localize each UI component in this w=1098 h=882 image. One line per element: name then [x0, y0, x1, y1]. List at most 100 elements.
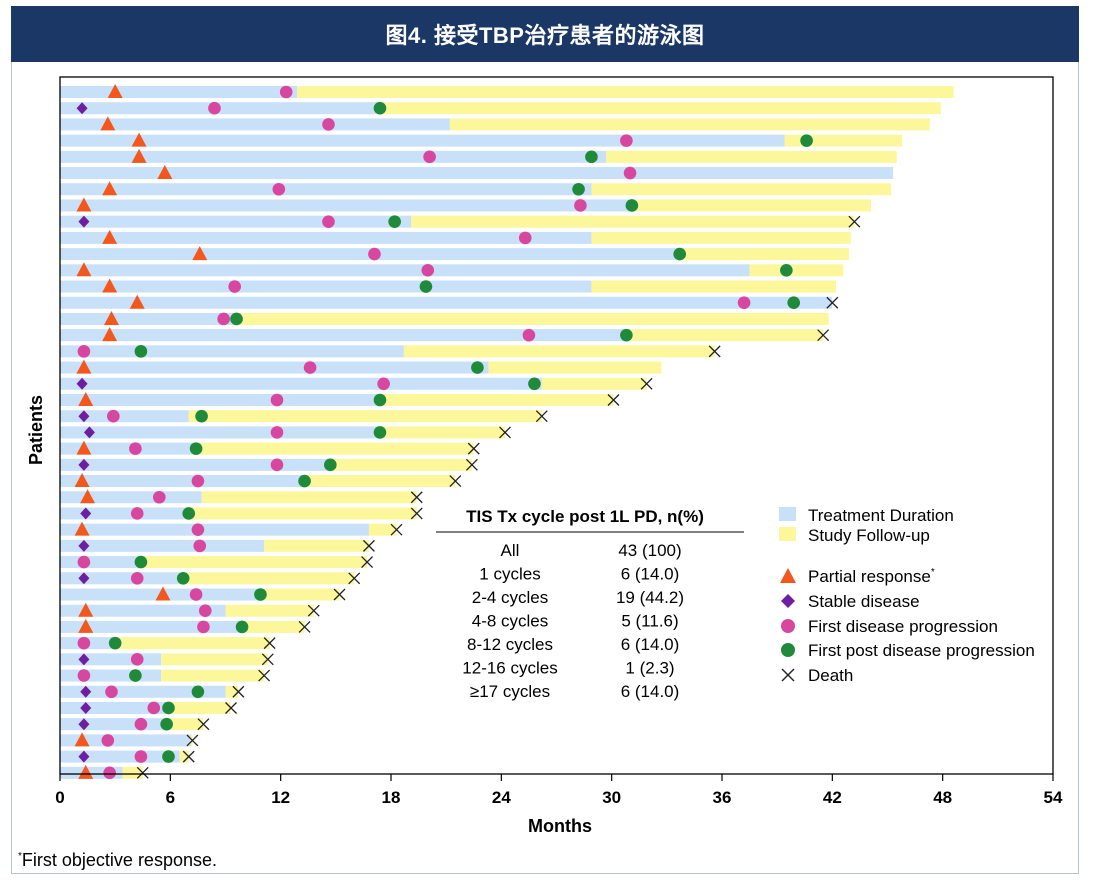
partial-response-marker-15	[103, 310, 119, 325]
markers-layer	[74, 84, 861, 780]
treatment-bar-3	[60, 118, 450, 131]
first-progression-marker-2	[208, 101, 221, 115]
x-tick-label-30: 30	[602, 788, 621, 807]
death-marker-41	[186, 734, 199, 747]
legend-death-icon	[781, 668, 795, 682]
death-marker-37	[258, 669, 271, 682]
death-marker-43	[136, 766, 149, 779]
death-marker-27	[410, 507, 423, 520]
death-marker-36	[261, 653, 274, 666]
stable-disease-marker-31	[78, 572, 90, 585]
table-row-value-6: 1 (2.3)	[625, 659, 674, 678]
table-row-label-4: 4-8 cycles	[472, 612, 549, 631]
partial-response-marker-32	[155, 586, 171, 601]
first-progression-marker-41	[101, 734, 115, 747]
treatment-bar-40	[60, 718, 171, 731]
followup-bar-16	[626, 329, 824, 342]
post-progression-marker-42	[162, 750, 175, 763]
followup-bar-18	[488, 361, 662, 374]
x-tick-label-36: 36	[713, 788, 732, 807]
table-row-label-1: All	[501, 541, 520, 560]
partial-response-marker-7	[102, 181, 118, 196]
table-row-value-3: 19 (44.2)	[616, 588, 684, 607]
footnote-text: First objective response.	[21, 850, 217, 870]
first-progression-marker-8	[574, 199, 587, 212]
first-progression-marker-29	[193, 539, 207, 553]
stable-disease-marker-36	[78, 653, 90, 666]
partial-response-marker-8	[76, 197, 92, 212]
partial-response-marker-3	[100, 116, 116, 131]
treatment-bar-1	[60, 86, 298, 98]
death-marker-19	[640, 377, 653, 390]
x-tick-label-42: 42	[823, 788, 842, 807]
death-marker-35	[263, 637, 276, 650]
treatment-bar-29	[60, 539, 265, 552]
stable-disease-marker-2	[76, 102, 88, 115]
first-progression-marker-19	[377, 377, 390, 391]
treatment-bar-9	[60, 215, 412, 228]
death-marker-42	[182, 750, 195, 763]
death-stroke-b	[465, 458, 478, 471]
first-progression-marker-34	[197, 620, 210, 634]
table-row-value-7: 6 (14.0)	[621, 682, 680, 701]
first-progression-marker-18	[303, 361, 317, 374]
death-marker-17	[708, 345, 721, 358]
treatment-bar-14	[60, 296, 833, 309]
treatment-bar-12	[60, 264, 750, 277]
followup-bar-43	[122, 766, 143, 779]
partial-response-marker-1	[107, 84, 123, 98]
legend-pr-label: Partial response*	[808, 567, 935, 586]
stable-disease-marker-22	[83, 426, 95, 439]
followup-bar-41	[190, 734, 193, 747]
legend-fpdp-icon	[781, 643, 795, 657]
first-progression-marker-30	[77, 555, 91, 569]
x-tick-label-54: 54	[1044, 788, 1063, 807]
first-progression-marker-6	[623, 166, 637, 180]
first-progression-marker-3	[322, 118, 335, 131]
first-progression-marker-27	[130, 507, 144, 520]
followup-bar-35	[115, 637, 270, 650]
treatment-bar-28	[60, 523, 369, 536]
partial-response-marker-11	[192, 246, 208, 261]
post-progression-marker-11	[673, 247, 687, 261]
first-progression-marker-16	[522, 328, 536, 342]
table-row-label-5: 8-12 cycles	[467, 635, 553, 654]
death-marker-20	[607, 394, 620, 406]
death-marker-14	[826, 296, 839, 309]
treatment-bar-23	[60, 442, 197, 455]
table-row-label-2: 1 cycles	[479, 565, 540, 584]
x-axis: 0 6 12 18 24 30 36 42 48 54	[55, 774, 1063, 807]
death-marker-32	[333, 588, 346, 601]
followup-bar-3	[449, 118, 930, 131]
table-title: TIS Tx cycle post 1L PD, n(%)	[466, 507, 704, 526]
first-progression-marker-17	[77, 345, 91, 358]
followup-bar-5	[606, 150, 897, 163]
table-row-value-4: 5 (11.6)	[621, 612, 678, 631]
stable-disease-marker-27	[80, 507, 92, 520]
post-progression-marker-39	[162, 701, 175, 715]
post-progression-marker-37	[129, 669, 142, 682]
partial-response-marker-13	[102, 278, 118, 293]
post-progression-marker-14	[787, 296, 801, 310]
followup-bar-11	[679, 248, 849, 261]
partial-response-marker-23	[76, 440, 92, 455]
treatment-bar-17	[60, 345, 404, 358]
death-marker-28	[390, 523, 403, 536]
x-tick-label-6: 6	[166, 788, 175, 807]
legend-followup-swatch	[779, 527, 796, 541]
first-progression-marker-1	[279, 85, 293, 99]
treatment-bar-4	[60, 134, 785, 147]
legend-fpdp-label: First post disease progression	[808, 641, 1035, 660]
x-tick-label-18: 18	[382, 788, 401, 807]
legend: Treatment Duration Study Follow-up Parti…	[779, 506, 1035, 685]
treatment-bar-41	[60, 734, 191, 747]
death-stroke-b	[232, 685, 245, 698]
followup-bar-4	[784, 134, 903, 147]
first-progression-marker-5	[423, 150, 436, 164]
death-marker-22	[499, 426, 511, 439]
figure-title: 图4. 接受TBP治疗患者的游泳图	[11, 6, 1079, 62]
death-marker-31	[348, 572, 361, 585]
x-tick-label-12: 12	[271, 788, 290, 807]
post-progression-marker-21	[195, 409, 208, 423]
post-progression-marker-24	[324, 458, 337, 472]
